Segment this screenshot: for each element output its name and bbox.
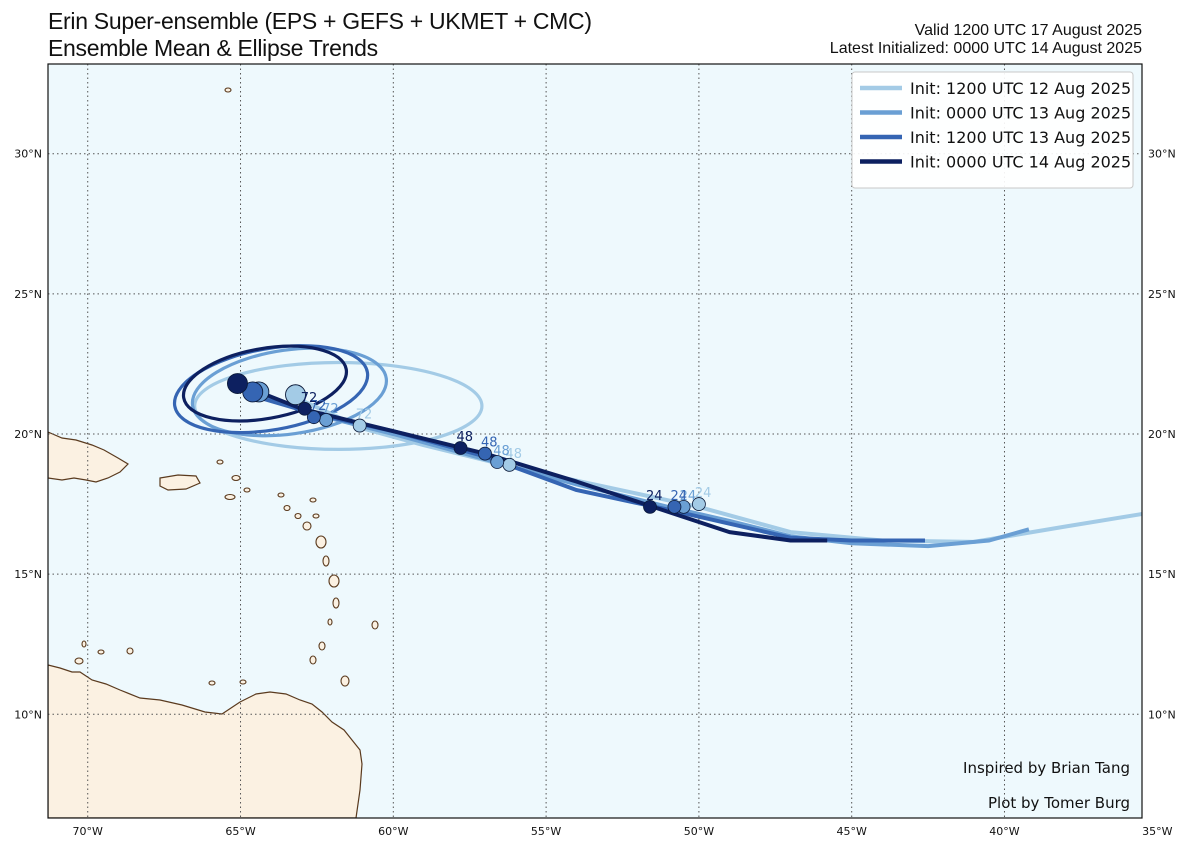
lon-tick-label: 35°W — [1142, 825, 1172, 838]
forecast-point — [478, 446, 492, 461]
lat-tick-label-left: 10°N — [14, 708, 42, 721]
forecast-point — [490, 455, 505, 469]
forecast-hour-label: 48 — [457, 430, 474, 445]
lat-tick-label-right: 25°N — [1148, 288, 1176, 301]
forecast-point — [667, 499, 682, 514]
forecast-points: 24 48 72 24 48 72 24 48 72 24 48 72 — [227, 373, 712, 514]
forecast-hour-label: 72 — [301, 391, 318, 406]
legend-box — [851, 71, 1134, 189]
lat-tick-label-right: 20°N — [1148, 428, 1176, 441]
lon-tick-label: 55°W — [531, 825, 561, 838]
forecast-point — [453, 441, 468, 455]
map-title: Erin Super-ensemble (EPS + GEFS + UKMET … — [48, 8, 592, 34]
forecast-point — [306, 410, 321, 425]
legend-label: Init: 1200 UTC 13 Aug 2025 — [910, 128, 1131, 147]
legend: Init: 1200 UTC 12 Aug 2025 Init: 0000 UTC… — [851, 71, 1134, 189]
lon-tick-label: 45°W — [837, 825, 867, 838]
forecast-hour-label: 24 — [695, 486, 712, 501]
credit-inspired: Inspired by Brian Tang — [963, 759, 1130, 777]
ocean-background — [48, 64, 1142, 818]
forecast-hour-label: 24 — [670, 489, 687, 504]
land-lesser-antilles — [74, 87, 379, 687]
track-line-3 — [236, 381, 828, 543]
forecast-hour-label: 24 — [680, 489, 697, 504]
forecast-point — [643, 499, 657, 514]
final-position-marker — [285, 384, 306, 406]
lon-tick-label: 50°W — [684, 825, 714, 838]
uncertainty-ellipse-1 — [190, 346, 389, 438]
lon-tick-label: 60°W — [378, 825, 408, 838]
uncertainty-ellipses — [172, 344, 484, 452]
map-subtitle: Ensemble Mean & Ellipse Trends — [48, 35, 378, 61]
forecast-point — [352, 418, 367, 433]
lon-tick-label: 70°W — [73, 825, 103, 838]
lat-tick-label-left: 30°N — [14, 148, 42, 161]
lat-tick-label-left: 20°N — [14, 428, 42, 441]
land-puerto-rico — [159, 474, 201, 491]
forecast-point — [691, 497, 706, 511]
lat-tick-label-left: 25°N — [14, 288, 42, 301]
legend-label: Init: 0000 UTC 13 Aug 2025 — [910, 104, 1131, 123]
lon-tick-label: 65°W — [225, 825, 255, 838]
forecast-hour-label: 48 — [505, 447, 522, 462]
uncertainty-ellipse-0 — [193, 360, 484, 452]
lat-tick-label-right: 10°N — [1148, 708, 1176, 721]
latest-initialized: Latest Initialized: 0000 UTC 14 August 2… — [829, 40, 1142, 57]
forecast-hour-label: 72 — [310, 399, 327, 414]
final-position-marker — [227, 373, 248, 394]
lon-tick-label: 40°W — [989, 825, 1019, 838]
forecast-hour-label: 72 — [322, 402, 339, 417]
lat-tick-label-left: 15°N — [14, 568, 42, 581]
forecast-point — [297, 401, 312, 416]
track-line-1 — [258, 392, 1030, 549]
forecast-hour-label: 48 — [481, 436, 498, 451]
valid-time: Valid 1200 UTC 17 August 2025 — [914, 22, 1142, 39]
forecast-hour-label: 48 — [493, 444, 510, 459]
map-frame — [47, 63, 1143, 819]
legend-label: Init: 1200 UTC 12 Aug 2025 — [910, 79, 1131, 98]
land-south-america — [48, 664, 363, 818]
credit-plot-by: Plot by Tomer Burg — [988, 794, 1130, 812]
lat-tick-label-right: 15°N — [1148, 568, 1176, 581]
legend-label: Init: 0000 UTC 14 Aug 2025 — [910, 153, 1131, 172]
forecast-hour-label: 72 — [356, 408, 373, 423]
lat-tick-label-right: 30°N — [1148, 148, 1176, 161]
uncertainty-ellipse-3 — [181, 344, 349, 423]
axis-ticks: 70°W 65°W 60°W 55°W 50°W 45°W 40°W 35°W 10°N 10°N… — [14, 148, 1175, 838]
forecast-hour-label: 24 — [646, 489, 663, 504]
